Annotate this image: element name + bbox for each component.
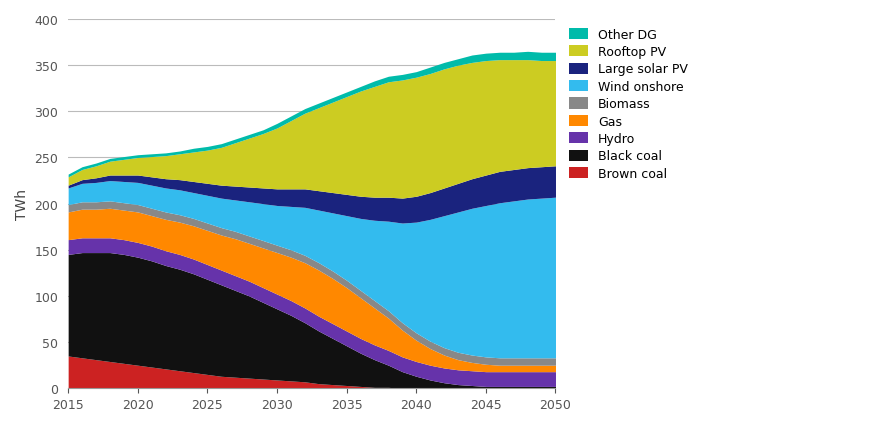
Legend: Other DG, Rooftop PV, Large solar PV, Wind onshore, Biomass, Gas, Hydro, Black c: Other DG, Rooftop PV, Large solar PV, Wi… [567,26,691,183]
Y-axis label: TWh: TWh [15,189,29,220]
